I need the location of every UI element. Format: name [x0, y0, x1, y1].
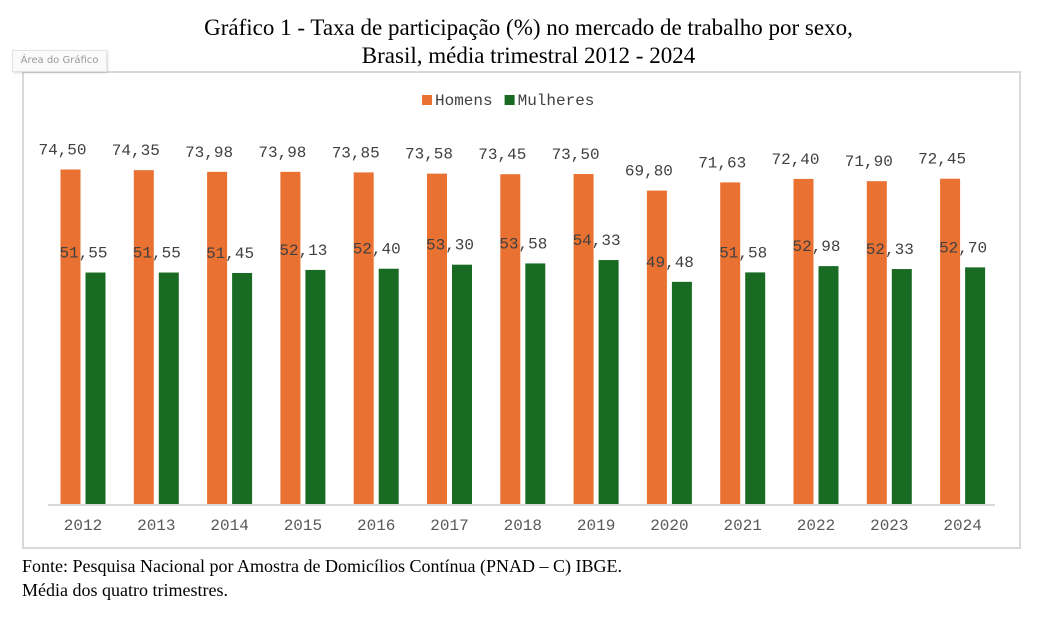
bar-mulheres-2014[interactable]	[232, 272, 253, 504]
bar-mulheres-2016[interactable]	[378, 268, 399, 504]
data-label-homens-2013: 74,35	[112, 142, 160, 160]
data-labels: 74,50 51,55 74,35 51,55 73,98 51,45 73,98 52,13…	[38, 141, 987, 271]
x-tick-2019: 2019	[577, 517, 615, 535]
data-label-homens-2016: 73,85	[332, 144, 380, 162]
x-tick-2018: 2018	[504, 517, 542, 535]
data-label-mulheres-2023: 52,33	[866, 241, 914, 259]
bar-homens-2019[interactable]	[573, 173, 594, 505]
data-label-mulheres-2014: 51,45	[206, 245, 254, 263]
data-label-mulheres-2013: 51,55	[133, 245, 181, 263]
x-tick-2016: 2016	[357, 517, 395, 535]
x-tick-2020: 2020	[650, 517, 688, 535]
x-tick-2024: 2024	[943, 517, 981, 535]
x-tick-2013: 2013	[137, 517, 175, 535]
legend-swatch-homens	[422, 95, 432, 105]
x-tick-2017: 2017	[430, 517, 468, 535]
data-label-mulheres-2015: 52,13	[279, 242, 327, 260]
chart-title-line1: Gráfico 1 - Taxa de participação (%) no …	[204, 15, 853, 40]
bar-homens-2021[interactable]	[720, 182, 741, 505]
data-label-mulheres-2021: 51,58	[719, 244, 767, 262]
x-tick-2014: 2014	[210, 517, 248, 535]
x-tick-2022: 2022	[797, 517, 835, 535]
data-label-mulheres-2012: 51,55	[59, 245, 107, 263]
data-label-homens-2012: 74,50	[38, 141, 86, 159]
legend-swatch-mulheres	[504, 95, 515, 105]
data-label-homens-2019: 73,50	[552, 146, 600, 164]
data-label-mulheres-2022: 52,98	[792, 238, 840, 256]
bar-homens-2013[interactable]	[133, 170, 154, 504]
bar-mulheres-2018[interactable]	[525, 263, 546, 504]
data-label-mulheres-2020: 49,48	[646, 254, 694, 272]
bar-mulheres-2021[interactable]	[745, 272, 766, 504]
x-tick-2015: 2015	[284, 517, 322, 535]
bar-homens-2020[interactable]	[646, 190, 667, 504]
footnote-source: Fonte: Pesquisa Nacional por Amostra de …	[22, 556, 622, 576]
bar-mulheres-2019[interactable]	[598, 260, 619, 504]
bar-homens-2023[interactable]	[866, 181, 887, 504]
legend-label-homens: Homens	[435, 92, 493, 110]
bar-mulheres-2015[interactable]	[305, 269, 326, 504]
chart-area-tooltip: Área do Gráfico	[12, 50, 107, 72]
bar-homens-2022[interactable]	[793, 178, 814, 504]
data-label-mulheres-2024: 52,70	[939, 239, 987, 257]
data-label-homens-2022: 72,40	[771, 151, 819, 169]
data-label-homens-2015: 73,98	[258, 144, 306, 162]
bar-homens-2012[interactable]	[60, 169, 81, 504]
bar-mulheres-2013[interactable]	[158, 272, 179, 504]
data-label-mulheres-2016: 52,40	[353, 241, 401, 259]
bar-mulheres-2012[interactable]	[85, 272, 106, 504]
x-tick-labels: 2012 2013 2014 2015 2016 2017 2018 2019 2020 2021…	[64, 517, 982, 535]
data-label-homens-2023: 71,90	[845, 153, 893, 171]
bars	[60, 169, 986, 505]
bar-homens-2016[interactable]	[353, 172, 374, 504]
data-label-mulheres-2017: 53,30	[426, 237, 474, 255]
bar-homens-2015[interactable]	[280, 171, 301, 504]
data-label-homens-2014: 73,98	[185, 144, 233, 162]
chart-area[interactable]	[22, 71, 1021, 549]
bar-mulheres-2022[interactable]	[818, 266, 839, 504]
bar-homens-2014[interactable]	[207, 171, 228, 504]
data-label-homens-2017: 73,58	[405, 146, 453, 164]
chart-title-line2: Brasil, média trimestral 2012 - 2024	[361, 43, 696, 68]
legend: Homens Mulheres	[422, 92, 594, 110]
data-label-homens-2018: 73,45	[478, 146, 526, 164]
data-label-homens-2024: 72,45	[918, 151, 966, 169]
bar-mulheres-2023[interactable]	[891, 269, 912, 504]
data-label-homens-2021: 71,63	[698, 154, 746, 172]
bar-homens-2018[interactable]	[500, 174, 521, 504]
bar-homens-2024[interactable]	[940, 178, 961, 504]
data-label-mulheres-2018: 53,58	[499, 235, 547, 253]
data-label-mulheres-2019: 54,33	[573, 232, 621, 250]
x-tick-2021: 2021	[723, 517, 761, 535]
bar-mulheres-2020[interactable]	[671, 281, 692, 504]
x-tick-2012: 2012	[64, 517, 102, 535]
footnote-note: Média dos quatro trimestres.	[22, 580, 228, 600]
legend-label-mulheres: Mulheres	[518, 92, 595, 110]
bar-homens-2017[interactable]	[427, 173, 447, 504]
bar-mulheres-2017[interactable]	[452, 264, 472, 504]
x-tick-2023: 2023	[870, 517, 908, 535]
bar-mulheres-2024[interactable]	[965, 267, 986, 504]
data-label-homens-2020: 69,80	[625, 163, 673, 181]
